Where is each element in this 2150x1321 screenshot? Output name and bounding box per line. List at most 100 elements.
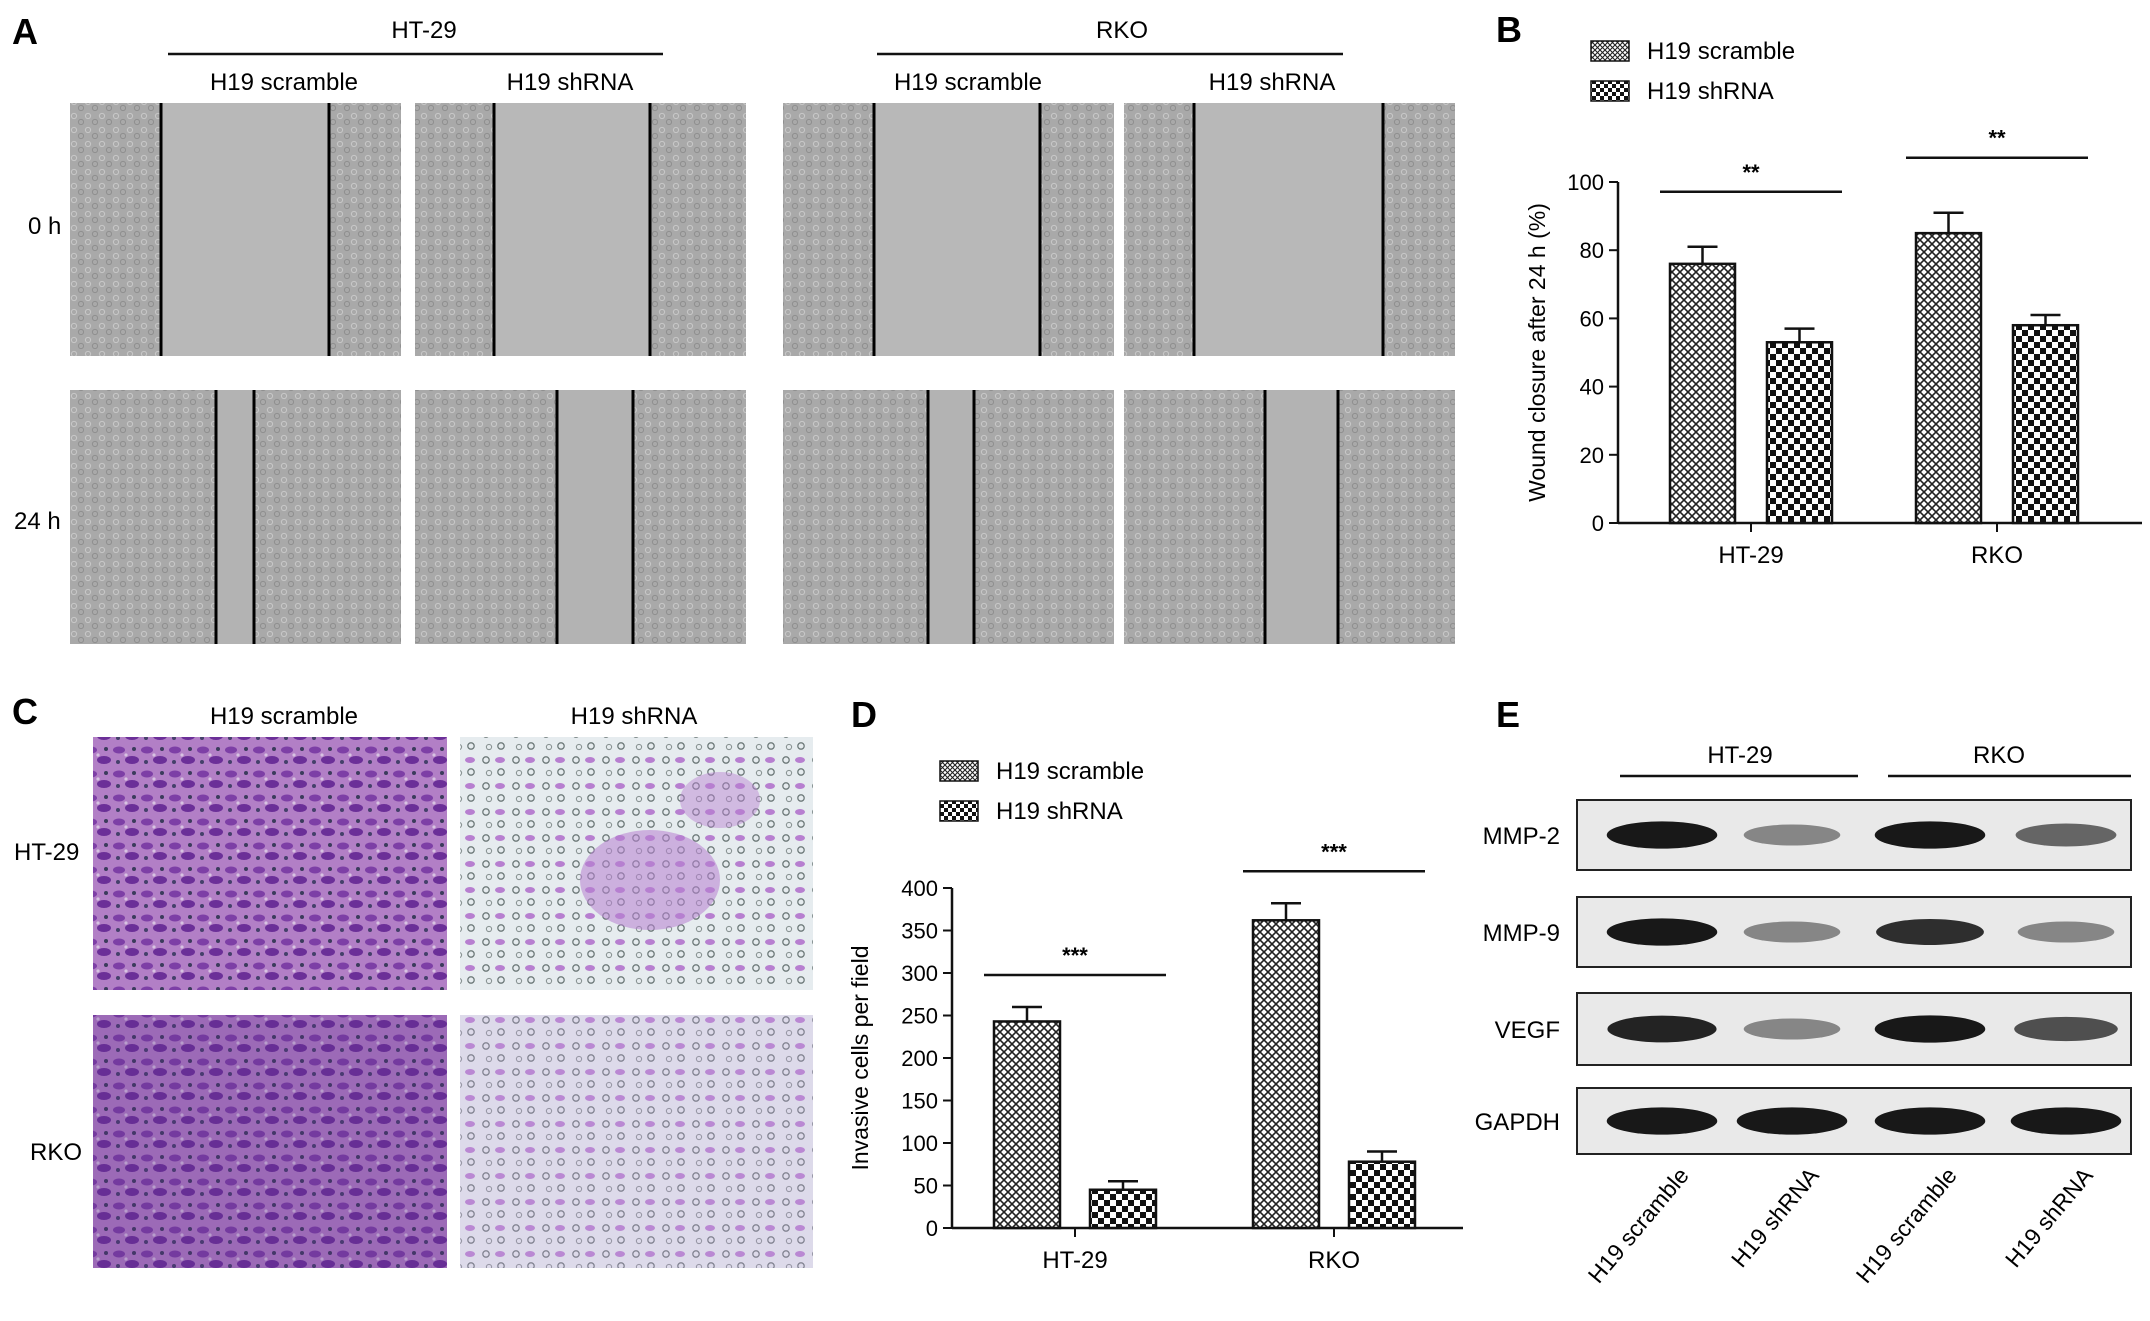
- panel-d-bar-rko-shrna: [1347, 1160, 1417, 1230]
- panel-e-band-vegf-lane-4: [2014, 1016, 2118, 1042]
- panel-e-band-gapdh-lane-1: [1606, 1107, 1718, 1135]
- wound-image-rko-scramble-0h: [783, 103, 1114, 356]
- panel-e-lane-label-3: H19 scramble: [1851, 1163, 1962, 1288]
- panel-b-x-tick-label: HT-29: [1718, 542, 1783, 569]
- panel-d-y-tick-label: 350: [901, 919, 938, 944]
- panel-c: C H19 scramble H19 shRNA HT-29 RKO: [12, 691, 813, 1268]
- invasion-image-rko-shrna: [460, 1015, 813, 1268]
- panel-d-x-tick-label: HT-29: [1042, 1247, 1107, 1274]
- panel-e-band-gapdh-lane-3: [1874, 1107, 1986, 1135]
- panel-d-legend-swatch-1: [939, 760, 979, 782]
- panel-e-band-vegf-lane-1: [1607, 1015, 1717, 1043]
- panel-b-legend-swatch-1: [1590, 40, 1630, 62]
- panel-d-bar-ht-29-scramble: [992, 1020, 1062, 1230]
- panel-b-y-tick-label: 100: [1567, 170, 1604, 195]
- panel-e-band-vegf-lane-3: [1874, 1015, 1986, 1043]
- panel-e-band-mmp-9-lane-1: [1606, 918, 1718, 946]
- panel-b-y-tick-label: 40: [1580, 375, 1604, 400]
- panel-d-y-tick-label: 400: [901, 876, 938, 901]
- panel-b-y-tick-label: 60: [1580, 306, 1604, 331]
- wound-image-rko-shrna-24h: [1124, 390, 1455, 644]
- panel-b-bar-rko-shrna: [2011, 323, 2080, 525]
- panel-e-protein-label-mmp-9: MMP-9: [1483, 920, 1560, 947]
- panel-c-col-label-2: H19 shRNA: [571, 703, 698, 730]
- panel-a-col-label-3: H19 scramble: [894, 69, 1042, 96]
- panel-e-protein-label-vegf: VEGF: [1495, 1017, 1560, 1044]
- panel-b-legend-label-1: H19 scramble: [1647, 38, 1795, 65]
- panel-b-bar-ht-29-scramble: [1668, 262, 1737, 525]
- panel-e-lane-label-1: H19 scramble: [1583, 1163, 1694, 1288]
- panel-b-legend-label-2: H19 shRNA: [1647, 78, 1774, 105]
- panel-e-cell-line-ht29: HT-29: [1707, 742, 1772, 769]
- wound-image-ht29-shrna-24h: [415, 390, 746, 644]
- panel-d-bar-rko-scramble: [1251, 919, 1321, 1230]
- panel-e-band-gapdh-lane-2: [1736, 1107, 1848, 1135]
- panel-b-bar-ht-29-shrna: [1765, 341, 1834, 525]
- panel-e-lane-label-2: H19 shRNA: [1726, 1162, 1824, 1272]
- panel-d-chart: D H19 scramble H19 shRNA 0 50 100 150 200 250 30…: [847, 694, 1463, 1274]
- panel-e-band-mmp-9-lane-4: [2017, 921, 2115, 943]
- panel-a-cell-line-ht29: HT-29: [391, 17, 456, 44]
- panel-e-band-vegf-lane-2: [1743, 1018, 1841, 1040]
- panel-d-y-tick-label: 150: [901, 1089, 938, 1114]
- panel-d-y-tick-label: 300: [901, 961, 938, 986]
- panel-c-col-label-1: H19 scramble: [210, 703, 358, 730]
- panel-b-x-tick-label: RKO: [1971, 542, 2023, 569]
- wound-image-ht29-scramble-24h: [70, 390, 401, 644]
- panel-a-cell-line-rko: RKO: [1096, 17, 1148, 44]
- wound-image-ht29-shrna-0h: [415, 103, 746, 356]
- panel-d-y-tick-label: 250: [901, 1004, 938, 1029]
- panel-e-band-mmp-9-lane-2: [1743, 921, 1841, 943]
- panel-b-y-tick-label: 0: [1592, 511, 1604, 536]
- panel-d-legend-label-2: H19 shRNA: [996, 798, 1123, 825]
- panel-b-chart: B H19 scramble H19 shRNA 0 20 40 60 80 100 Wound…: [1496, 9, 2142, 569]
- panel-d-y-axis-label: Invasive cells per field: [847, 946, 873, 1171]
- panel-e-band-mmp-2-lane-3: [1874, 821, 1986, 849]
- panel-a-col-label-1: H19 scramble: [210, 69, 358, 96]
- invasion-image-rko-scramble-shade: [93, 1015, 447, 1268]
- panel-e-western-blot: E HT-29 RKO MMP-2 MMP-9 VEGF GAPDH H19 scram…: [1475, 694, 2132, 1288]
- wound-image-rko-scramble-24h: [783, 390, 1114, 644]
- panel-c-row-label-rko: RKO: [30, 1139, 82, 1166]
- invasion-image-ht29-shrna: [460, 737, 813, 990]
- panel-d-y-tick-label: 200: [901, 1046, 938, 1071]
- panel-b-legend-swatch-2: [1590, 80, 1630, 102]
- panel-c-row-label-ht29: HT-29: [14, 839, 79, 866]
- wound-image-rko-shrna-0h: [1124, 103, 1455, 356]
- panel-c-letter: C: [12, 691, 38, 732]
- panel-a-col-label-2: H19 shRNA: [507, 69, 634, 96]
- invasion-image-ht29-scramble: [93, 737, 447, 990]
- panel-e-band-mmp-2-lane-1: [1606, 821, 1718, 849]
- panel-e-cell-line-rko: RKO: [1973, 742, 2025, 769]
- panel-e-band-mmp-2-lane-4: [2015, 823, 2117, 847]
- wound-image-ht29-scramble-0h: [70, 103, 401, 356]
- panel-d-letter: D: [851, 694, 877, 735]
- panel-b-y-tick-label: 80: [1580, 238, 1604, 263]
- panel-b-bar-rko-scramble: [1914, 231, 1983, 525]
- panel-d-bar-ht-29-shrna: [1088, 1188, 1158, 1230]
- panel-e-protein-label-mmp-2: MMP-2: [1483, 823, 1560, 850]
- panel-b-significance-label: **: [1742, 160, 1760, 185]
- panel-e-band-mmp-2-lane-2: [1743, 824, 1841, 846]
- panel-d-legend-swatch-2: [939, 800, 979, 822]
- panel-d-significance-label: ***: [1321, 839, 1347, 864]
- panel-e-protein-label-gapdh: GAPDH: [1475, 1109, 1560, 1136]
- panel-b-y-tick-label: 20: [1580, 443, 1604, 468]
- panel-a-row-label-0h: 0 h: [28, 213, 61, 240]
- panel-e-lane-label-4: H19 shRNA: [2000, 1162, 2098, 1272]
- panel-e-band-mmp-9-lane-3: [1876, 918, 1984, 946]
- panel-b-significance-label: **: [1988, 126, 2006, 151]
- panel-a: A HT-29 RKO H19 scramble H19 shRNA H19 s…: [12, 11, 1455, 644]
- panel-e-band-gapdh-lane-4: [2010, 1107, 2122, 1135]
- panel-d-legend-label-1: H19 scramble: [996, 758, 1144, 785]
- panel-a-letter: A: [12, 11, 38, 52]
- invasion-image-rko-scramble: [93, 1015, 447, 1268]
- panel-d-y-tick-label: 0: [926, 1216, 938, 1241]
- panel-d-significance-label: ***: [1062, 943, 1088, 968]
- panel-d-y-tick-label: 50: [914, 1174, 938, 1199]
- panel-d-y-tick-label: 100: [901, 1131, 938, 1156]
- panel-d-x-tick-label: RKO: [1308, 1247, 1360, 1274]
- panel-a-col-label-4: H19 shRNA: [1209, 69, 1336, 96]
- panel-b-letter: B: [1496, 9, 1522, 50]
